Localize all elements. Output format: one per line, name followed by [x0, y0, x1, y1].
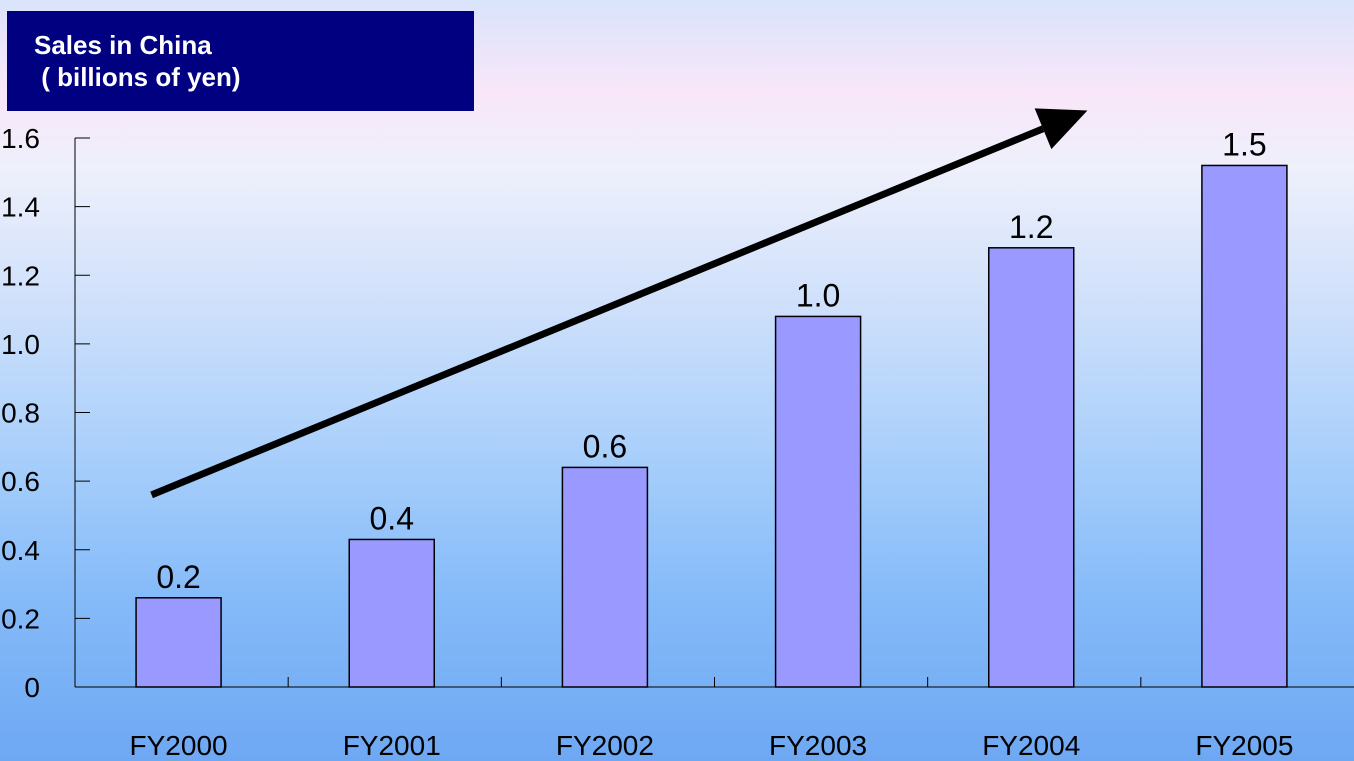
category-label: FY2002	[556, 730, 654, 761]
chart-title-line-2: ( billions of yen)	[34, 62, 241, 92]
y-tick-label: 0.8	[1, 398, 40, 429]
chart-title-line-1: Sales in China	[34, 30, 212, 60]
data-label: 1.0	[796, 277, 840, 313]
bar	[774, 315, 862, 688]
trend-arrow-head	[1034, 108, 1088, 150]
category-label: FY2000	[130, 730, 228, 761]
data-label: 0.2	[156, 559, 200, 595]
category-label: FY2004	[982, 730, 1080, 761]
bar	[135, 597, 222, 688]
data-label: 1.5	[1222, 126, 1266, 162]
y-tick-label: 0.2	[1, 603, 40, 634]
y-tick-label: 0.6	[1, 466, 40, 497]
chart-bars	[135, 164, 1288, 688]
trend-arrow	[150, 108, 1088, 499]
data-label: 0.6	[583, 428, 627, 464]
category-label: FY2003	[769, 730, 867, 761]
category-label: FY2001	[343, 730, 441, 761]
bar	[988, 247, 1075, 688]
y-tick-label: 1.6	[1, 123, 40, 154]
chart-labels: 0.2 FY2000 0.4 FY2001 0.6 FY2002 1.0 FY2003 1.2 F…	[130, 126, 1294, 761]
y-tick-label: 0.4	[1, 535, 40, 566]
category-label: FY2005	[1195, 730, 1293, 761]
data-label: 1.2	[1009, 209, 1053, 245]
y-tick-label: 1.2	[1, 260, 40, 291]
bar	[348, 538, 435, 688]
bar	[561, 466, 649, 688]
data-label: 0.4	[370, 500, 414, 536]
y-tick-label: 1.0	[1, 329, 40, 360]
bar	[1201, 164, 1288, 688]
trend-arrow-shaft	[150, 125, 1045, 499]
y-tick-label: 0	[24, 672, 40, 703]
chart-axes: 0 0.2 0.4 0.6 0.8 1.0 1.2 1.4 1.6	[1, 123, 1354, 703]
chart-title-box: Sales in China ( billions of yen)	[7, 11, 474, 111]
y-tick-label: 1.4	[1, 192, 40, 223]
